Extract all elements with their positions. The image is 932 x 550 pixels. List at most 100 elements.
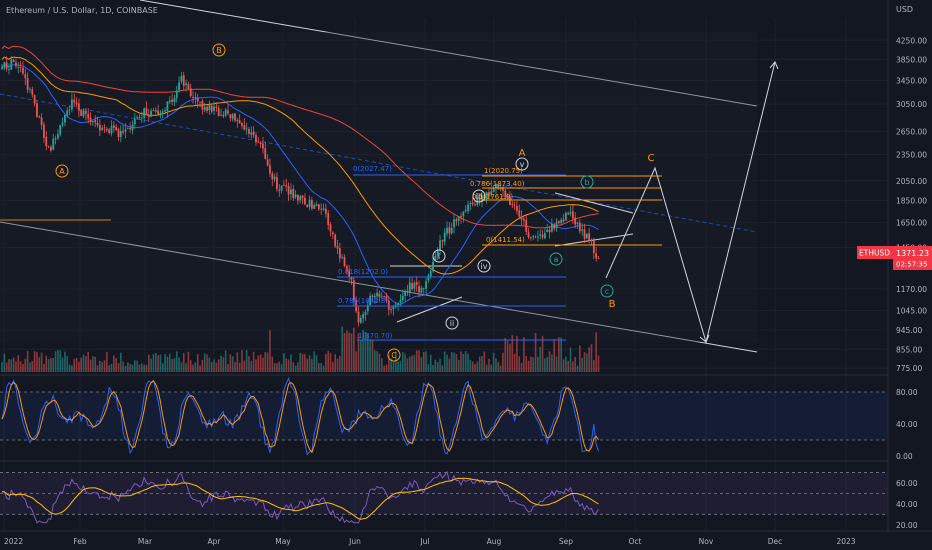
candle[interactable] [203,102,206,113]
candle[interactable] [10,55,13,70]
candle[interactable] [133,113,136,129]
candle[interactable] [264,141,267,160]
candle[interactable] [564,211,567,221]
candle[interactable] [185,79,187,92]
candle[interactable] [588,228,591,244]
candle[interactable] [436,246,439,260]
candle[interactable] [488,187,490,198]
candle[interactable] [574,212,577,229]
candle[interactable] [329,222,332,237]
candle[interactable] [343,254,346,268]
candle[interactable] [280,185,283,194]
candle[interactable] [557,220,560,225]
candle[interactable] [145,101,148,116]
candle[interactable] [434,250,437,261]
candle[interactable] [103,123,106,134]
candle[interactable] [29,87,31,94]
candle[interactable] [12,58,15,63]
candle[interactable] [553,222,556,232]
candle[interactable] [40,113,43,130]
candle[interactable] [541,229,544,240]
candle[interactable] [518,204,521,219]
candle[interactable] [467,200,469,214]
candle[interactable] [266,154,269,167]
candle[interactable] [357,306,360,327]
candle[interactable] [15,58,17,69]
candle[interactable] [485,191,488,204]
candle[interactable] [373,292,376,304]
candle[interactable] [178,76,180,93]
candle[interactable] [192,90,194,104]
candle[interactable] [273,173,276,183]
candle[interactable] [474,200,476,207]
candle[interactable] [509,190,511,206]
candle[interactable] [157,104,160,115]
candle[interactable] [592,237,595,259]
candle[interactable] [283,180,285,187]
candle[interactable] [399,294,402,306]
candle[interactable] [199,101,201,108]
candle[interactable] [229,114,232,122]
candle[interactable] [320,203,323,215]
candle[interactable] [492,185,495,193]
candle[interactable] [583,223,586,243]
candle[interactable] [306,204,309,208]
candle[interactable] [117,127,120,141]
candle[interactable] [115,124,118,132]
candle[interactable] [180,71,183,84]
candle[interactable] [126,126,129,130]
candle[interactable] [308,195,311,211]
candle[interactable] [66,107,69,118]
candle[interactable] [182,71,185,91]
candle[interactable] [371,294,374,302]
candle[interactable] [378,290,381,302]
candle[interactable] [460,212,462,224]
candle[interactable] [406,284,409,297]
candle[interactable] [33,94,36,107]
candle[interactable] [369,292,372,307]
candle[interactable] [175,85,178,103]
candle[interactable] [578,219,581,234]
candle[interactable] [469,200,472,211]
candle[interactable] [57,129,59,141]
candle[interactable] [448,221,451,239]
candle[interactable] [287,182,290,201]
candle[interactable] [532,234,535,241]
candle[interactable] [310,196,313,211]
candle[interactable] [22,61,24,76]
candle[interactable] [98,119,101,136]
candle[interactable] [164,107,166,113]
candle[interactable] [166,100,169,118]
candle[interactable] [73,93,76,107]
candle[interactable] [523,215,525,226]
candle[interactable] [150,108,153,118]
candle[interactable] [420,285,423,294]
candle[interactable] [24,68,27,85]
candle[interactable] [581,223,584,236]
candle[interactable] [457,216,460,227]
candle[interactable] [217,105,220,117]
candle[interactable] [324,203,327,218]
candle[interactable] [462,210,465,223]
candle[interactable] [569,206,572,217]
candle[interactable] [446,221,448,237]
candle[interactable] [336,240,339,255]
candle[interactable] [5,56,8,72]
candle[interactable] [71,93,73,113]
candle[interactable] [96,116,99,128]
candle[interactable] [441,239,444,249]
candle[interactable] [362,311,365,324]
candle[interactable] [241,121,243,130]
candle[interactable] [271,170,274,187]
candle[interactable] [231,113,234,122]
candle[interactable] [471,197,474,207]
candle[interactable] [61,117,64,127]
candle[interactable] [8,63,10,75]
candle[interactable] [257,136,260,143]
candle[interactable] [383,295,386,301]
candle[interactable] [220,108,222,116]
candle[interactable] [425,278,427,295]
candle[interactable] [3,61,6,71]
candle[interactable] [327,209,330,231]
candle[interactable] [189,83,192,98]
